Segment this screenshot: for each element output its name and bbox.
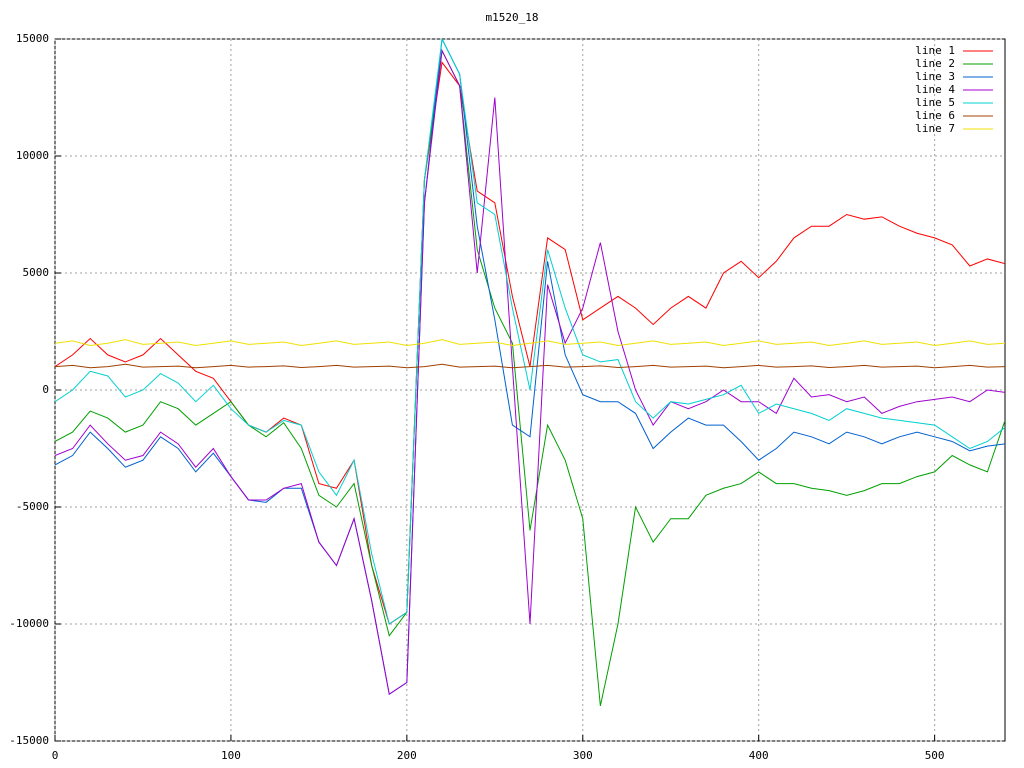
series-line [55,339,1005,347]
x-tick-label: 200 [397,749,417,762]
series-line [55,48,1005,696]
y-tick-label: -5000 [16,500,49,513]
legend-label: line 3 [915,70,955,83]
y-tick-label: 5000 [23,266,50,279]
y-tick-label: 0 [42,383,49,396]
series-line [55,49,1005,707]
series-line [55,39,1005,696]
y-tick-label: -15000 [9,734,49,747]
series-line [55,39,1005,625]
x-tick-label: 400 [749,749,769,762]
x-tick-label: 0 [52,749,59,762]
legend-label: line 5 [915,96,955,109]
series-line [55,363,1005,369]
legend-label: line 7 [915,122,955,135]
y-tick-label: -10000 [9,617,49,630]
chart-title: m1520_18 [486,11,539,24]
x-tick-label: 100 [221,749,241,762]
x-tick-label: 500 [925,749,945,762]
legend-label: line 2 [915,57,955,70]
legend-label: line 1 [915,44,955,57]
y-tick-label: 10000 [16,149,49,162]
legend-label: line 6 [915,109,955,122]
x-tick-label: 300 [573,749,593,762]
legend-label: line 4 [915,83,955,96]
y-tick-label: 15000 [16,32,49,45]
